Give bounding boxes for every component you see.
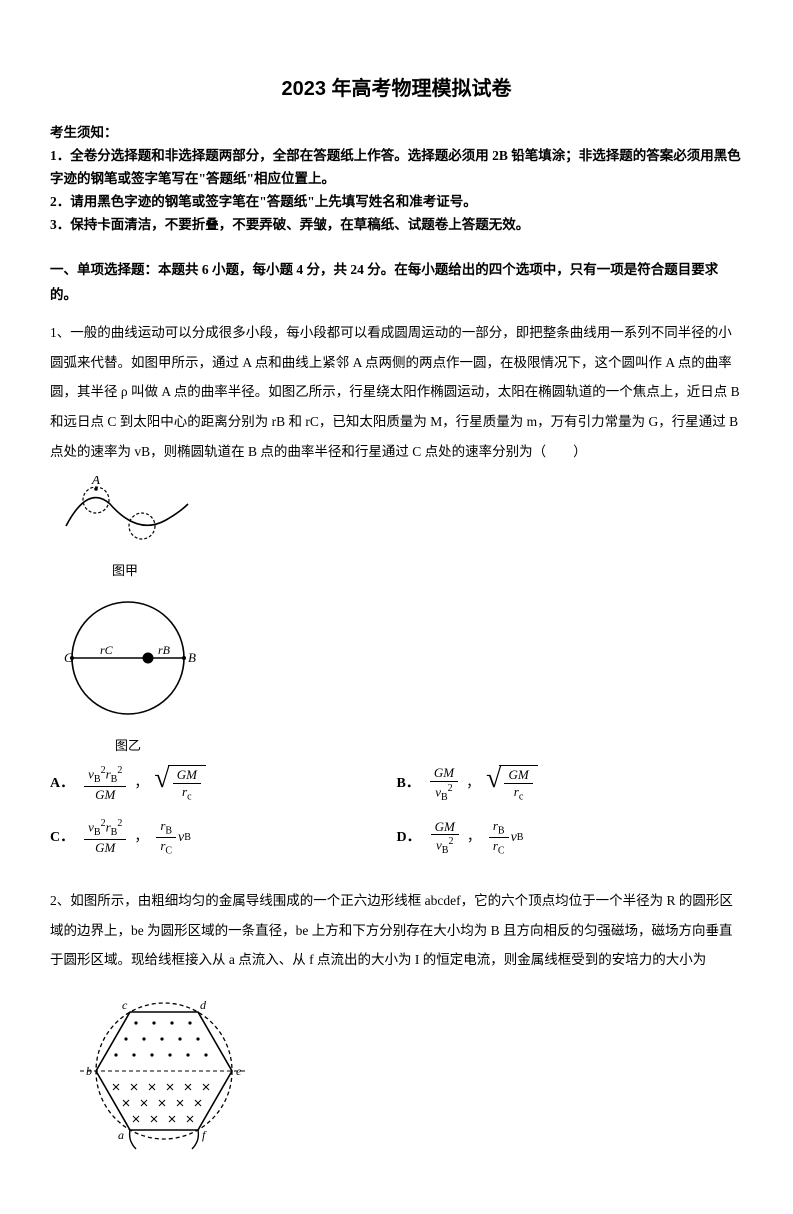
instructions-heading: 考生须知： [50,122,743,145]
svg-text:C: C [64,650,73,665]
figure-jia: A 图甲 [58,476,743,583]
question-1-text: 1、一般的曲线运动可以分成很多小段，每小段都可以看成圆周运动的一部分，即把整条曲… [50,318,743,466]
option-c: C． vB2rB2GM ， rBrCvB [50,818,397,858]
option-d: D． GMvB2 ， rBrCvB [397,818,744,858]
page-title: 2023 年高考物理模拟试卷 [50,70,743,108]
figure-hexagon: c d b e a f [78,989,743,1170]
svg-text:e: e [236,1064,242,1078]
option-a: A． vB2rB2GM ， √GMrc [50,765,397,804]
svg-text:c: c [122,998,128,1012]
svg-text:rB: rB [158,643,171,657]
svg-text:f: f [202,1128,207,1142]
svg-text:A: A [91,476,100,487]
figure-yi-label: 图乙 [58,734,198,759]
option-b: B． GMvB2 ， √GMrc [397,765,744,804]
ellipse-diagram: C B rC rB [58,594,198,724]
instruction-line: 3．保持卡面清洁，不要折叠，不要弄破、弄皱，在草稿纸、试题卷上答题无效。 [50,214,743,237]
hexagon-diagram: c d b e a f [78,989,250,1159]
instruction-line: 2．请用黑色字迹的钢笔或签字笔在"答题纸"上先填写姓名和准考证号。 [50,191,743,214]
svg-text:rC: rC [100,643,114,657]
svg-text:B: B [188,650,196,665]
figure-jia-label: 图甲 [58,559,192,584]
question-1: 1、一般的曲线运动可以分成很多小段，每小段都可以看成圆周运动的一部分，即把整条曲… [50,318,743,872]
question-2: 2、如图所示，由粗细均匀的金属导线围成的一个正六边形线框 abcdef，它的六个… [50,886,743,1170]
figure-yi: C B rC rB 图乙 [58,594,743,759]
curve-diagram: A [58,476,192,548]
instruction-line: 1．全卷分选择题和非选择题两部分，全部在答题纸上作答。选择题必须用 2B 铅笔填… [50,145,743,191]
instructions-block: 考生须知： 1．全卷分选择题和非选择题两部分，全部在答题纸上作答。选择题必须用 … [50,122,743,237]
svg-text:b: b [86,1064,92,1078]
section-intro: 一、单项选择题：本题共 6 小题，每小题 4 分，共 24 分。在每小题给出的四… [50,257,743,308]
q1-options: A． vB2rB2GM ， √GMrc B． GMvB2 ， √GMrc C． … [50,765,743,872]
question-2-text: 2、如图所示，由粗细均匀的金属导线围成的一个正六边形线框 abcdef，它的六个… [50,886,743,975]
svg-text:a: a [118,1128,124,1142]
svg-text:d: d [200,998,207,1012]
